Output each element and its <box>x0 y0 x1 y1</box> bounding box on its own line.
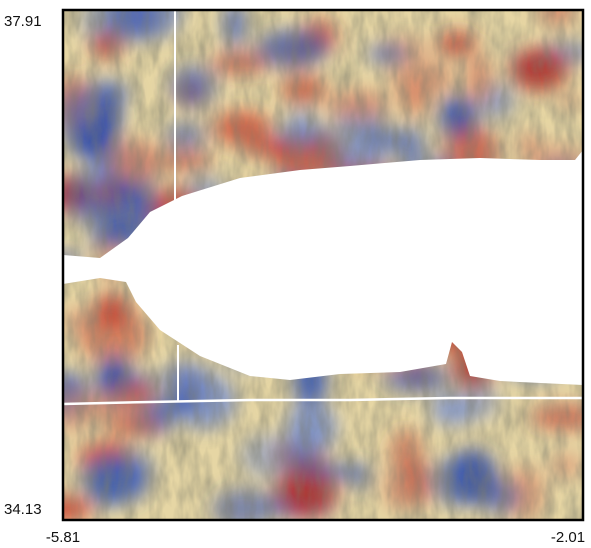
lat-label: 34.13 <box>4 501 42 518</box>
lat-label: 37.91 <box>4 13 42 30</box>
terrain-raster <box>39 0 591 529</box>
lon-label: -5.81 <box>46 529 80 546</box>
map-figure: 37.91 34.13 -5.81 -2.01 <box>0 0 591 548</box>
lon-label: -2.01 <box>551 529 585 546</box>
